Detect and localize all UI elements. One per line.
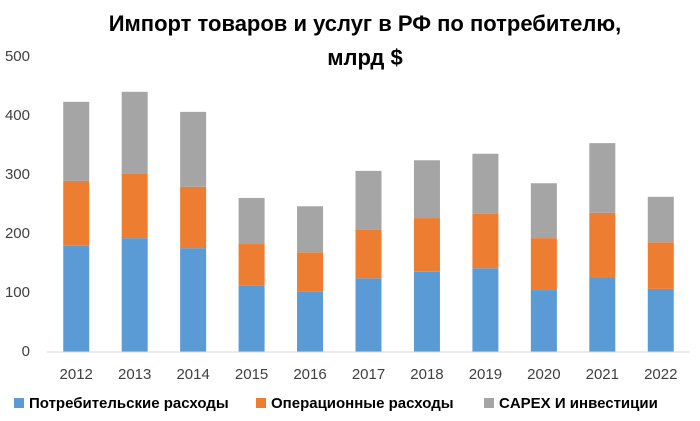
bar-segment (355, 229, 382, 279)
bar-segment (413, 160, 440, 219)
bar-segment (413, 271, 440, 352)
bar-segment (647, 196, 674, 243)
bar-segment (238, 198, 265, 245)
bar-segment (180, 186, 207, 249)
bar-segment (121, 91, 148, 174)
bar-segment (297, 252, 324, 292)
legend-swatch (256, 398, 266, 408)
bar-segment (63, 180, 90, 246)
bar-segment (355, 278, 382, 352)
bar-segment (180, 248, 207, 352)
y-tick-label: 200 (5, 225, 30, 242)
x-tick-label: 2017 (352, 366, 385, 383)
bar-segment (355, 170, 382, 230)
x-tick-label: 2021 (586, 366, 619, 383)
bar-segment (472, 268, 499, 352)
legend-swatch (14, 398, 24, 408)
bar-segment (121, 238, 148, 352)
legend-label: Операционные расходы (271, 395, 454, 412)
bar-segment (472, 213, 499, 269)
x-tick-label: 2020 (527, 366, 560, 383)
bar-segment (63, 245, 90, 352)
chart-title: млрд $ (327, 45, 402, 70)
bar-segment (530, 238, 557, 291)
bar-segment (530, 183, 557, 239)
y-tick-label: 0 (22, 343, 30, 360)
x-tick-label: 2016 (293, 366, 326, 383)
x-tick-label: 2014 (176, 366, 209, 383)
x-tick-label: 2022 (644, 366, 677, 383)
bar-segment (413, 218, 440, 272)
y-tick-label: 400 (5, 107, 30, 124)
bar-segment (238, 285, 265, 352)
bar-segment (530, 290, 557, 352)
bar-segment (297, 206, 324, 253)
bar-segment (589, 212, 616, 278)
x-tick-label: 2015 (235, 366, 268, 383)
bar-segment (297, 291, 324, 352)
bar-segment (647, 242, 674, 289)
legend-swatch (484, 398, 494, 408)
x-tick-label: 2013 (118, 366, 151, 383)
bar-segment (180, 111, 207, 187)
legend-label: CAPEX И инвестиции (499, 395, 658, 412)
bar-segment (589, 143, 616, 213)
chart-title: Импорт товаров и услуг в РФ по потребите… (109, 11, 622, 36)
bar-segment (647, 288, 674, 352)
y-tick-label: 500 (5, 48, 30, 65)
bar-segment (238, 244, 265, 286)
legend-label: Потребительские расходы (29, 395, 229, 412)
x-tick-label: 2012 (60, 366, 93, 383)
bar-segment (472, 153, 499, 214)
bar-segment (63, 101, 90, 181)
bar-segment (589, 277, 616, 352)
y-tick-label: 300 (5, 166, 30, 183)
x-tick-label: 2019 (469, 366, 502, 383)
y-tick-label: 100 (5, 284, 30, 301)
x-tick-label: 2018 (410, 366, 443, 383)
bar-segment (121, 173, 148, 239)
